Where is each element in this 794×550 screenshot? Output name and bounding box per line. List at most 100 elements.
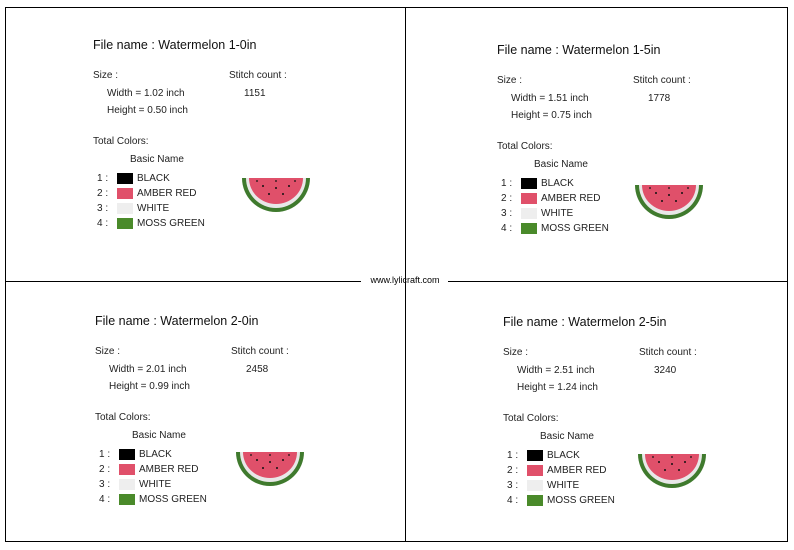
- color-number: 3 :: [507, 479, 519, 491]
- color-name: AMBER RED: [547, 464, 607, 476]
- watermelon-design-icon: [638, 454, 706, 488]
- file-name-title: File name : Watermelon 1-5in: [497, 43, 661, 57]
- height-value: Height = 0.75 inch: [511, 110, 592, 121]
- color-name: AMBER RED: [139, 463, 199, 475]
- color-number: 3 :: [97, 202, 109, 214]
- width-value: Width = 1.02 inch: [107, 88, 185, 99]
- color-name: WHITE: [547, 479, 580, 491]
- color-number: 1 :: [97, 172, 109, 184]
- color-row-4: 4 : MOSS GREEN: [97, 216, 205, 230]
- color-name: BLACK: [139, 448, 172, 460]
- color-swatch: [527, 464, 543, 476]
- color-swatch: [117, 172, 133, 184]
- color-row-2: 2 : AMBER RED: [97, 186, 196, 200]
- total-colors-label: Total Colors:: [503, 413, 559, 424]
- color-swatch: [521, 177, 537, 189]
- color-swatch: [117, 202, 133, 214]
- size-label: Size :: [93, 70, 119, 81]
- color-row-1: 1 : BLACK: [97, 171, 170, 185]
- color-number: 2 :: [97, 187, 109, 199]
- color-number: 4 :: [501, 222, 513, 234]
- total-colors-label: Total Colors:: [93, 136, 149, 147]
- color-name: AMBER RED: [137, 187, 197, 199]
- website-label: www.lylicraft.com: [370, 275, 440, 285]
- color-number: 1 :: [99, 448, 111, 460]
- file-name-title: File name : Watermelon 2-0in: [95, 314, 259, 328]
- stitch-count-value: 2458: [246, 364, 269, 375]
- file-name-title: File name : Watermelon 1-0in: [93, 38, 257, 52]
- color-swatch: [521, 207, 537, 219]
- basic-name-header: Basic Name: [534, 159, 588, 170]
- color-row-3: 3 : WHITE: [99, 477, 171, 491]
- basic-name-header: Basic Name: [540, 431, 594, 442]
- vertical-divider: [405, 7, 406, 542]
- page-frame: [5, 7, 788, 542]
- color-swatch: [521, 222, 537, 234]
- color-swatch: [117, 217, 133, 229]
- total-colors-label: Total Colors:: [95, 412, 151, 423]
- color-swatch: [119, 493, 135, 505]
- color-number: 4 :: [97, 217, 109, 229]
- watermelon-design-icon: [635, 185, 703, 219]
- horizontal-divider-left: [5, 281, 361, 282]
- color-row-2: 2 : AMBER RED: [507, 463, 606, 477]
- color-row-1: 1 : BLACK: [507, 448, 580, 462]
- color-name: BLACK: [541, 177, 574, 189]
- stitch-count-value: 1778: [648, 93, 671, 104]
- color-row-4: 4 : MOSS GREEN: [501, 221, 609, 235]
- color-row-1: 1 : BLACK: [501, 176, 574, 190]
- color-number: 3 :: [99, 478, 111, 490]
- stitch-count-label: Stitch count :: [231, 346, 289, 357]
- color-number: 4 :: [507, 494, 519, 506]
- color-number: 1 :: [501, 177, 513, 189]
- color-name: BLACK: [137, 172, 170, 184]
- height-value: Height = 1.24 inch: [517, 382, 598, 393]
- width-value: Width = 2.01 inch: [109, 364, 187, 375]
- color-row-2: 2 : AMBER RED: [99, 462, 198, 476]
- size-label: Size :: [95, 346, 121, 357]
- color-name: WHITE: [541, 207, 574, 219]
- design-card-2: File name : Watermelon 1-5in Size : Widt…: [497, 43, 794, 263]
- color-number: 2 :: [507, 464, 519, 476]
- color-row-3: 3 : WHITE: [507, 478, 579, 492]
- design-card-4: File name : Watermelon 2-5in Size : Widt…: [503, 315, 794, 535]
- watermelon-design-icon: [242, 178, 310, 212]
- color-number: 3 :: [501, 207, 513, 219]
- color-number: 2 :: [501, 192, 513, 204]
- color-row-3: 3 : WHITE: [501, 206, 573, 220]
- color-row-1: 1 : BLACK: [99, 447, 172, 461]
- color-swatch: [119, 463, 135, 475]
- color-swatch: [527, 449, 543, 461]
- color-name: WHITE: [139, 478, 172, 490]
- color-swatch: [521, 192, 537, 204]
- total-colors-label: Total Colors:: [497, 141, 553, 152]
- size-label: Size :: [503, 347, 529, 358]
- color-name: AMBER RED: [541, 192, 601, 204]
- width-value: Width = 2.51 inch: [517, 365, 595, 376]
- stitch-count-label: Stitch count :: [229, 70, 287, 81]
- height-value: Height = 0.50 inch: [107, 105, 188, 116]
- color-row-4: 4 : MOSS GREEN: [99, 492, 207, 506]
- stitch-count-value: 1151: [244, 88, 266, 99]
- file-name-title: File name : Watermelon 2-5in: [503, 315, 667, 329]
- width-value: Width = 1.51 inch: [511, 93, 589, 104]
- color-number: 1 :: [507, 449, 519, 461]
- design-card-3: File name : Watermelon 2-0in Size : Widt…: [95, 314, 415, 534]
- watermelon-design-icon: [236, 452, 304, 486]
- color-name: MOSS GREEN: [139, 493, 207, 505]
- color-name: WHITE: [137, 202, 170, 214]
- color-name: MOSS GREEN: [137, 217, 205, 229]
- height-value: Height = 0.99 inch: [109, 381, 190, 392]
- color-row-2: 2 : AMBER RED: [501, 191, 600, 205]
- color-swatch: [119, 448, 135, 460]
- color-row-3: 3 : WHITE: [97, 201, 169, 215]
- color-number: 2 :: [99, 463, 111, 475]
- horizontal-divider-right: [448, 281, 788, 282]
- stitch-count-label: Stitch count :: [639, 347, 697, 358]
- basic-name-header: Basic Name: [132, 430, 186, 441]
- stitch-count-value: 3240: [654, 365, 677, 376]
- color-swatch: [117, 187, 133, 199]
- color-swatch: [119, 478, 135, 490]
- design-card-1: File name : Watermelon 1-0in Size : Widt…: [93, 38, 413, 258]
- size-label: Size :: [497, 75, 523, 86]
